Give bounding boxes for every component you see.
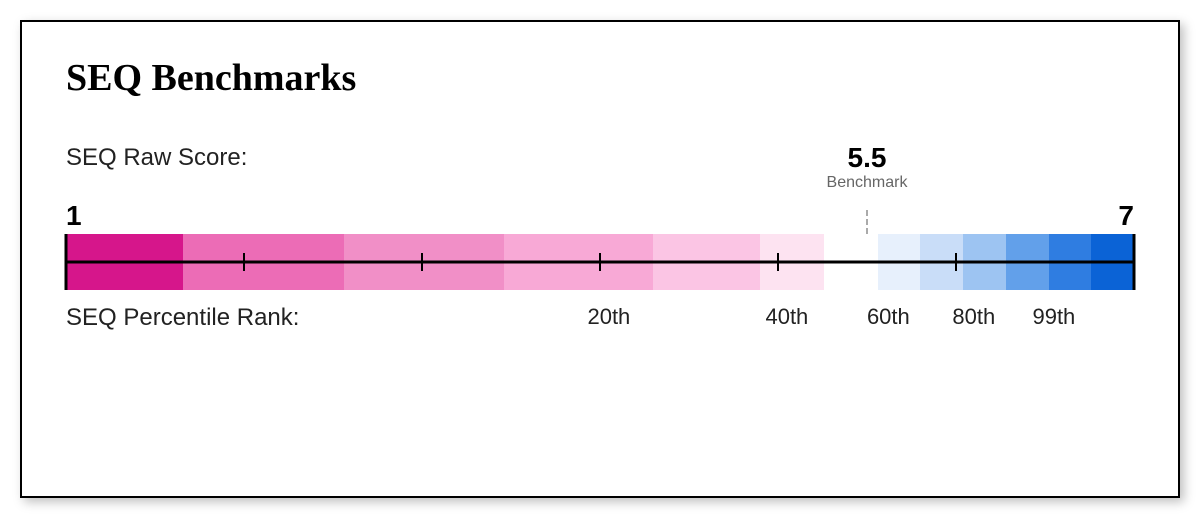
- percentile-tick-label: 99th: [1032, 304, 1075, 330]
- benchmark-sublabel: Benchmark: [827, 174, 908, 192]
- raw-score-label: SEQ Raw Score:: [66, 144, 247, 172]
- percentile-tick-label: 20th: [587, 304, 630, 330]
- axis-tick: [243, 253, 245, 271]
- scale-max-label: 7: [1118, 200, 1134, 232]
- axis-tick: [955, 253, 957, 271]
- percentile-tick-label: 60th: [867, 304, 910, 330]
- axis-tick: [599, 253, 601, 271]
- axis-tick: [1133, 234, 1136, 290]
- axis-tick: [421, 253, 423, 271]
- percentile-row: SEQ Percentile Rank: 20th 40th 60th 80th 99t…: [66, 304, 1134, 340]
- benchmark-card: SEQ Benchmarks SEQ Raw Score: 1 7 SEQ Pe…: [20, 20, 1180, 498]
- axis-tick: [777, 253, 779, 271]
- card-title: SEQ Benchmarks: [66, 56, 1134, 100]
- percentile-label: SEQ Percentile Rank:: [66, 304, 299, 332]
- axis-tick: [65, 234, 68, 290]
- raw-score-row: SEQ Raw Score:: [66, 144, 1134, 172]
- percentile-tick-label: 40th: [765, 304, 808, 330]
- benchmark-value: 5.5: [827, 144, 908, 172]
- scale-bar: [66, 234, 1134, 290]
- percentile-tick-label: 80th: [952, 304, 995, 330]
- benchmark-marker: [866, 210, 868, 234]
- benchmark-callout: 5.5 Benchmark: [827, 144, 908, 192]
- scale-endpoints: 1 7: [66, 200, 1134, 234]
- scale-area: 1 7 SEQ Percentile Rank: 20th 40th 60th 80t…: [66, 200, 1134, 340]
- scale-min-label: 1: [66, 200, 82, 232]
